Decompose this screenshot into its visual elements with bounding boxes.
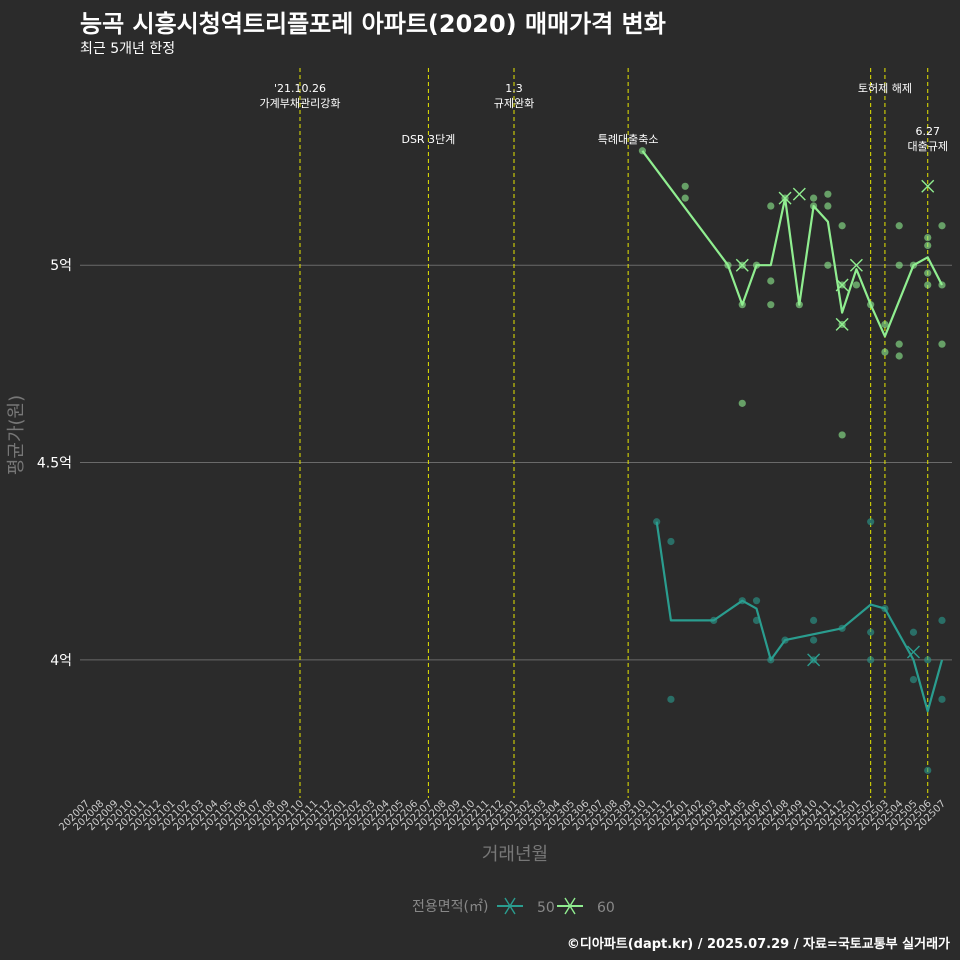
event-label: 1.3 — [505, 82, 523, 95]
x-axis-title: 거래년월 — [482, 844, 548, 865]
series-60-point — [924, 233, 932, 242]
series-60-point — [924, 281, 932, 289]
event-label: 6.27 — [915, 125, 940, 138]
legend-title: 전용면적(㎡) — [412, 899, 488, 915]
series-60-point — [824, 202, 832, 210]
series-60-point — [767, 202, 775, 210]
series-50-point — [924, 766, 932, 774]
series-50-cross-marker — [906, 645, 920, 659]
series-60-point — [895, 340, 903, 348]
series-60-point — [938, 222, 946, 230]
series-50-point — [810, 636, 818, 644]
series-60-point — [838, 431, 846, 439]
legend-60-cross-marker — [564, 897, 576, 915]
event-label: '21.10.26 — [274, 82, 326, 95]
series-60-point — [924, 241, 932, 250]
series-60-cross-marker — [792, 187, 806, 201]
series-50-point — [810, 616, 818, 625]
series-50-point — [867, 518, 875, 526]
series-60-point — [895, 352, 903, 360]
series-60-cross-marker — [849, 258, 863, 272]
legend: 전용면적(㎡) 50 60 — [412, 897, 615, 916]
series-60-point — [838, 222, 846, 230]
series-50-point — [752, 597, 761, 605]
legend-50-label: 50 — [537, 900, 555, 916]
series-50-cross-marker — [807, 653, 821, 667]
series-60-point — [924, 269, 932, 277]
source-caption: ©디아파트(dapt.kr) / 2025.07.29 / 자료=국토교통부 실… — [566, 937, 950, 952]
series-60-point — [681, 182, 689, 190]
series-60-point — [895, 222, 903, 230]
series-layer — [638, 147, 946, 774]
grid-layer — [80, 264, 952, 661]
series-50-point — [867, 656, 875, 664]
y-axis-title: 평균가(원) — [6, 395, 27, 475]
event-label: 규제완화 — [494, 97, 534, 110]
event-label: 특례대출축소 — [598, 133, 659, 146]
chart-title: 능곡 시흥시청역트리플포레 아파트(2020) 매매가격 변화 — [80, 10, 666, 38]
series-60-point — [824, 190, 832, 198]
series-60-point — [881, 348, 889, 356]
event-label: DSR 3단계 — [401, 133, 455, 146]
series-60-cross-marker — [735, 258, 749, 272]
series-60-point — [767, 301, 775, 309]
series-60-point — [738, 399, 746, 407]
event-label: 대출규제 — [907, 140, 947, 153]
series-60-point — [810, 194, 818, 202]
series-60-cross-marker — [835, 278, 849, 292]
y-tick-label: 5억 — [50, 258, 72, 274]
series-50-line — [655, 521, 944, 713]
series-60-cross-marker — [835, 317, 849, 331]
chart-subtitle: 최근 5개년 한정 — [80, 41, 176, 57]
series-60-line — [641, 150, 943, 338]
series-50-point — [909, 676, 918, 684]
series-50-point — [667, 537, 675, 546]
series-60-point — [852, 281, 861, 289]
event-label: 가계부채관리강화 — [260, 97, 341, 110]
series-60-cross-marker — [778, 191, 792, 205]
series-50-point — [938, 695, 946, 703]
series-60-point — [767, 277, 775, 285]
series-50-point — [924, 656, 932, 664]
legend-50-cross-marker — [504, 897, 516, 915]
series-60-point — [938, 340, 946, 348]
series-60-point — [681, 194, 689, 202]
legend-items: 50 60 — [497, 897, 615, 916]
event-label: 토허제 해제 — [858, 81, 912, 95]
series-50-point — [909, 628, 918, 636]
series-50-point — [938, 616, 946, 625]
series-60-cross-marker — [921, 179, 935, 193]
series-50-point — [667, 695, 675, 703]
series-60-point — [881, 320, 889, 329]
series-60-point — [824, 261, 832, 269]
y-tick-label: 4억 — [50, 653, 72, 669]
series-60-point — [895, 261, 903, 269]
y-tick-label: 4.5억 — [37, 456, 72, 472]
series-50-point — [867, 628, 875, 636]
legend-60-label: 60 — [597, 900, 615, 916]
axis-layer: 4억4.5억5억20200720200820200920201020201120… — [37, 258, 948, 833]
